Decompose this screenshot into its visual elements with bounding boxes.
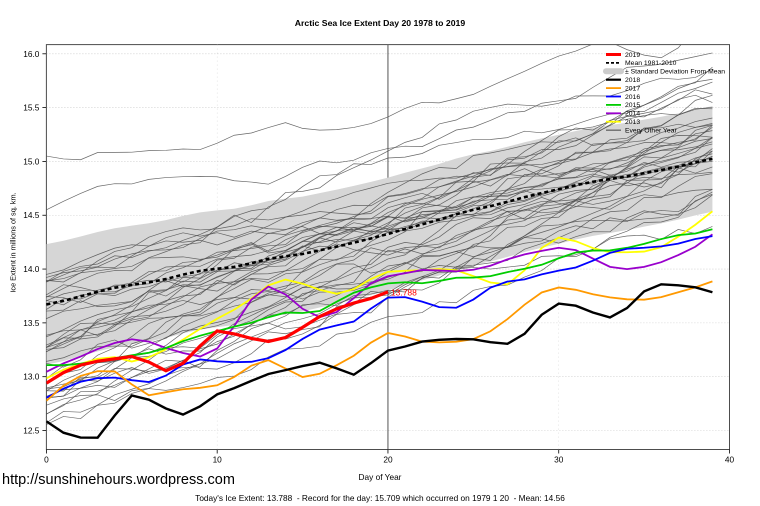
- svg-text:13.5: 13.5: [23, 318, 40, 328]
- svg-text:2019: 2019: [625, 52, 640, 59]
- svg-text:16.0: 16.0: [23, 49, 40, 59]
- svg-text:15.5: 15.5: [23, 103, 40, 113]
- svg-text:14.5: 14.5: [23, 210, 40, 220]
- svg-text:Every Other Year: Every Other Year: [625, 127, 677, 134]
- svg-text:2017: 2017: [625, 85, 640, 92]
- svg-text:2014: 2014: [625, 111, 640, 118]
- svg-text:2015: 2015: [625, 102, 640, 109]
- svg-text:2013: 2013: [625, 119, 640, 126]
- svg-text:14.0: 14.0: [23, 264, 40, 274]
- svg-text:13.0: 13.0: [23, 372, 40, 382]
- svg-text:40: 40: [725, 455, 735, 465]
- svg-text:13.788: 13.788: [391, 287, 417, 297]
- svg-text:30: 30: [554, 455, 564, 465]
- svg-text:2016: 2016: [625, 94, 640, 101]
- svg-text:2018: 2018: [625, 77, 640, 84]
- svg-text:0: 0: [44, 455, 49, 465]
- svg-text:± Standard Deviation From Mean: ± Standard Deviation From Mean: [625, 69, 725, 76]
- svg-text:12.5: 12.5: [23, 426, 40, 436]
- svg-text:10: 10: [213, 455, 223, 465]
- svg-text:20: 20: [383, 455, 393, 465]
- svg-text:15.0: 15.0: [23, 156, 40, 166]
- svg-text:Mean 1981-2010: Mean 1981-2010: [625, 60, 677, 67]
